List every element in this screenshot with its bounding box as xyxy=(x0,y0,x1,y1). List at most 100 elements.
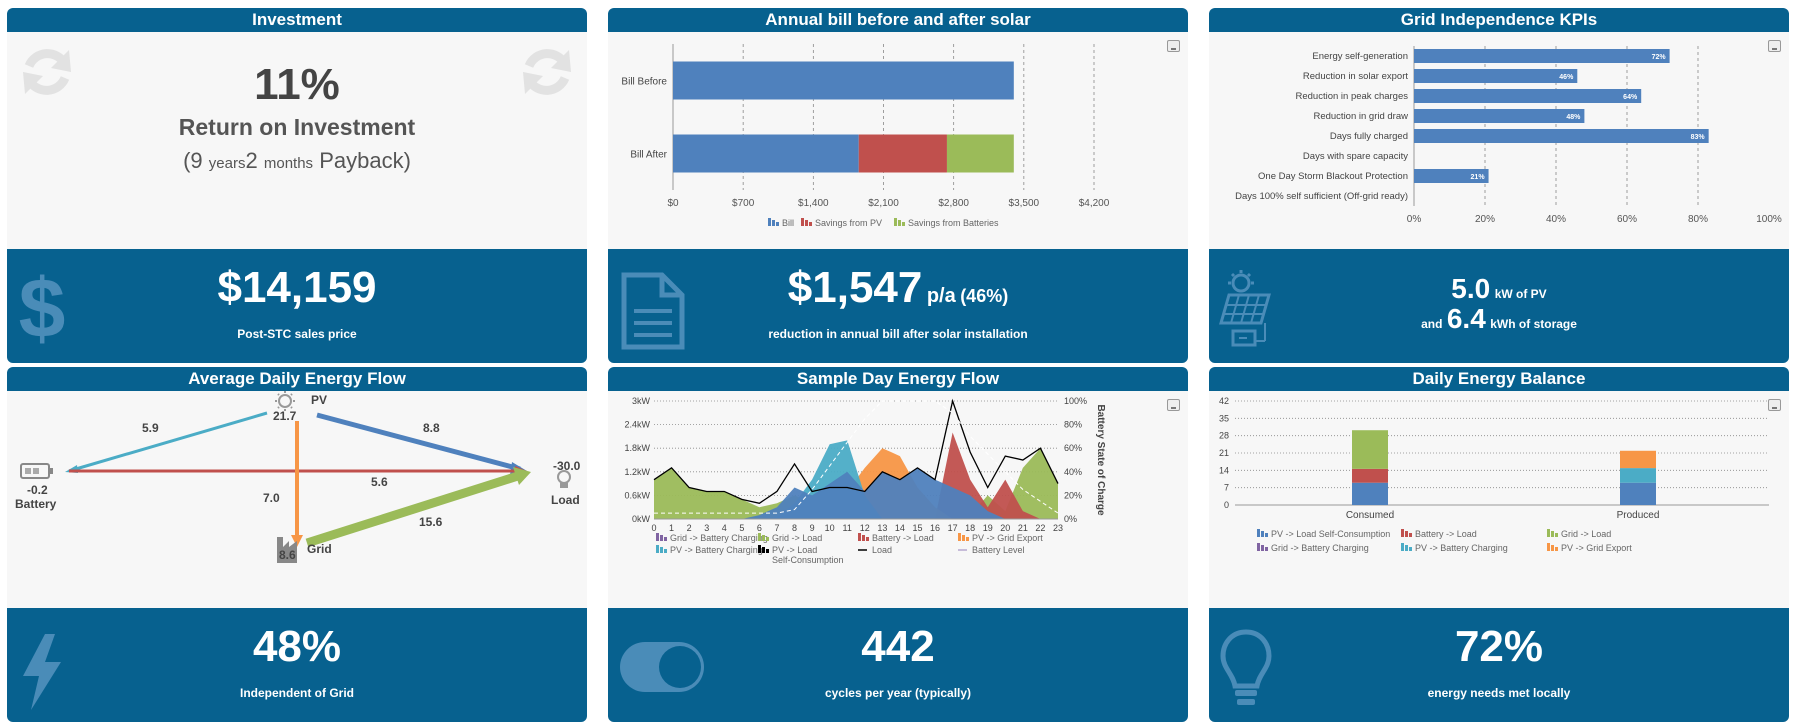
legend-swatch xyxy=(1401,543,1404,551)
category-label: Days fully charged xyxy=(1330,131,1408,142)
legend-swatch xyxy=(1409,533,1412,537)
pv-unit: kW of PV xyxy=(1494,287,1547,301)
legend-swatch xyxy=(1405,531,1408,537)
panel-body: 0kW 0.6kW 1.2kW 1.8kW 2.4kW 3kW 0% 20% 40% 60% 80%… xyxy=(608,391,1188,608)
export-icon[interactable] xyxy=(1768,399,1781,411)
y-tick-label: 1.8kW xyxy=(624,443,650,453)
bar-segment xyxy=(1620,468,1656,483)
x-tick-label: 20% xyxy=(1475,214,1495,225)
flow-pv-battery-label: 5.9 xyxy=(142,421,159,435)
legend-swatch xyxy=(656,545,659,553)
independent-value: 48% xyxy=(252,622,342,671)
legend-swatch xyxy=(1265,533,1268,537)
panel-title: Investment xyxy=(7,8,587,32)
x-tick-label: 5 xyxy=(739,523,744,533)
legend-label: Savings from PV xyxy=(815,218,882,228)
and-text: and xyxy=(1421,317,1443,331)
bar-segment xyxy=(1620,482,1656,505)
x-tick-label: 15 xyxy=(912,523,922,533)
x-tick-label: 2 xyxy=(687,523,692,533)
legend-swatch xyxy=(772,220,775,226)
local-value: 72% xyxy=(1454,622,1544,671)
legend-swatch xyxy=(664,549,667,553)
legend-swatch xyxy=(858,533,861,541)
panel-footer: $ $14,159 Post-STC sales price xyxy=(7,249,587,363)
lightbulb-icon xyxy=(557,470,571,488)
export-icon[interactable] xyxy=(1768,40,1781,52)
legend-swatch xyxy=(1257,543,1260,551)
category-label: Days 100% self sufficient (Off-grid read… xyxy=(1235,191,1408,202)
legend-swatch xyxy=(1409,547,1412,551)
svg-text:$: $ xyxy=(19,265,66,350)
x-tick-label: 1 xyxy=(669,523,674,533)
x-tick-label: 7 xyxy=(774,523,779,533)
storage-value: 6.4 xyxy=(1446,303,1486,334)
legend-swatch xyxy=(894,218,897,226)
panel-body: 0% 20% 40% 60% 80% 100% Energy self-generation… xyxy=(1209,32,1789,249)
y2-axis-label: Battery State of Charge xyxy=(1095,404,1106,516)
legend-swatch xyxy=(776,222,779,226)
flow-grid-load-line xyxy=(305,470,523,548)
x-tick-label: 100% xyxy=(1756,214,1782,225)
sample-day-panel: Sample Day Energy Flow 0kW 0.6kW 1.2kW 1.8k… xyxy=(608,367,1188,722)
x-tick-label: $3,500 xyxy=(1009,198,1040,209)
legend-label: PV -> Grid Export xyxy=(972,533,1043,543)
local-label: energy needs met locally xyxy=(1427,686,1571,700)
battery-label: Battery xyxy=(15,497,57,511)
legend-swatch xyxy=(1551,545,1554,551)
legend-label: Savings from Batteries xyxy=(908,218,999,228)
y-tick-label: 7 xyxy=(1224,483,1229,493)
x-tick-label: 16 xyxy=(930,523,940,533)
pv-label: PV xyxy=(311,393,328,407)
bar xyxy=(1414,109,1585,123)
export-icon[interactable] xyxy=(1167,399,1180,411)
payback-years-unit: years xyxy=(208,155,246,172)
legend-label: Load xyxy=(872,545,892,555)
legend-swatch xyxy=(768,218,771,226)
balance-chart: 0 7 14 21 28 35 42 Consumed Produced PV -> Load S… xyxy=(1219,396,1769,553)
panel-title: Sample Day Energy Flow xyxy=(608,367,1188,391)
legend-label: Battery Level xyxy=(972,545,1025,555)
flow-pv-load-line xyxy=(316,412,521,472)
legend-swatch xyxy=(1551,531,1554,537)
y2-tick-label: 60% xyxy=(1064,443,1082,453)
refresh-icon xyxy=(523,49,571,95)
export-icon[interactable] xyxy=(1167,40,1180,52)
y-tick-label: 1.2kW xyxy=(624,467,650,477)
x-tick-label: 19 xyxy=(983,523,993,533)
y-tick-label: 2.4kW xyxy=(624,420,650,430)
panel-body: PV 21.7 -0.2 Battery -30.0 Load Grid 8.6… xyxy=(7,391,587,608)
panel-footer: 48% Independent of Grid xyxy=(7,608,587,722)
battery-value: -0.2 xyxy=(27,483,48,497)
area-series xyxy=(654,440,1058,519)
panel-title: Daily Energy Balance xyxy=(1209,367,1789,391)
x-tick-label: $1,400 xyxy=(798,198,829,209)
legend-label: PV -> Battery Charging xyxy=(670,545,763,555)
investment-panel: Investment 11% Return on Investment (9 y… xyxy=(7,8,587,363)
legend-swatch xyxy=(1547,543,1550,551)
payback: (9 years2 months Payback) xyxy=(7,148,587,174)
pv-value: 5.0 xyxy=(1451,273,1491,304)
legend-label: PV -> Load xyxy=(772,545,817,555)
x-tick-label: 9 xyxy=(810,523,815,533)
bar-label: 83% xyxy=(1691,134,1706,141)
legend-swatch xyxy=(660,547,663,553)
x-tick-label: 20 xyxy=(1000,523,1010,533)
flow-grid-load-arrow xyxy=(513,467,531,485)
panel-body: 11% Return on Investment (9 years2 month… xyxy=(7,32,587,249)
legend-swatch xyxy=(1257,529,1260,537)
panel-body: $0 $700 $1,400 $2,100 $2,800 $3,500 $4,200 Bill… xyxy=(608,32,1188,249)
energy-flow-diagram xyxy=(20,391,571,563)
flow-pv-load-label: 8.8 xyxy=(423,421,440,435)
legend-swatch xyxy=(1547,529,1550,537)
x-tick-label: 11 xyxy=(843,523,852,533)
lightning-icon xyxy=(23,634,61,710)
legend-swatch xyxy=(1261,545,1264,551)
y2-tick-label: 100% xyxy=(1064,396,1087,406)
legend-swatch xyxy=(866,537,869,541)
payback-months-unit: months xyxy=(263,155,314,172)
balance-panel: Daily Energy Balance 0 7 14 21 28 35 42 Consume… xyxy=(1209,367,1789,722)
category-label: Bill After xyxy=(630,150,667,161)
cycles-label: cycles per year (typically) xyxy=(824,686,972,700)
y-tick-label: 21 xyxy=(1219,448,1229,458)
